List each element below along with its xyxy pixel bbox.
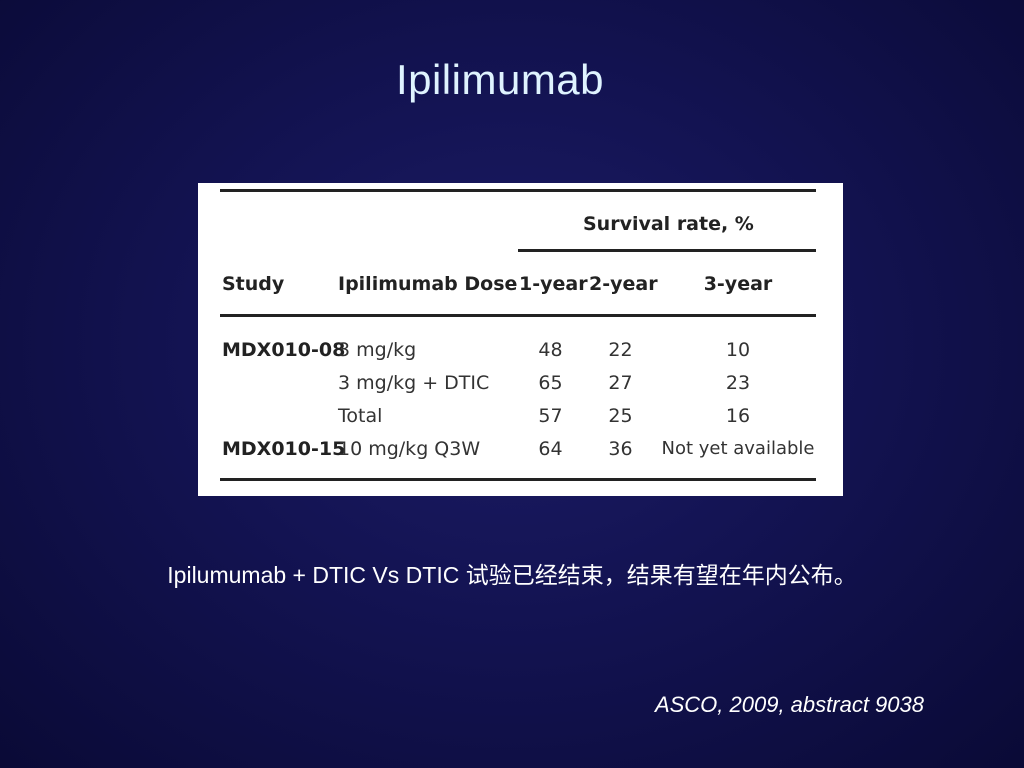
row-3-year: 16: [725, 405, 751, 427]
col-header-1-year: 1-year: [519, 273, 588, 295]
row-2-year: 25: [608, 405, 633, 427]
row-dose: Total: [338, 405, 383, 427]
table-bottom-rule: [220, 478, 816, 481]
table-header-rule: [220, 314, 816, 317]
slide-title: Ipilimumab: [395, 56, 605, 103]
row-1-year: 48: [538, 339, 563, 361]
survival-table: Survival rate, % Study Ipilimumab Dose 1…: [198, 183, 843, 496]
slide-caption: Ipilumumab + DTIC Vs DTIC 试验已经结束，结果有望在年内…: [167, 562, 857, 588]
row-2-year: 36: [608, 438, 633, 460]
col-header-dose: Ipilimumab Dose: [338, 273, 518, 295]
row-3-year: 10: [725, 339, 751, 361]
survival-rate-rule: [518, 249, 816, 252]
row-3-year: 23: [725, 372, 751, 394]
row-1-year: 64: [538, 438, 563, 460]
col-header-3-year: 3-year: [703, 273, 773, 295]
row-study: MDX010-08: [222, 339, 346, 361]
row-2-year: 27: [608, 372, 633, 394]
row-dose: 10 mg/kg Q3W: [338, 438, 481, 460]
row-dose: 3 mg/kg + DTIC: [338, 372, 490, 394]
citation-source: ASCO, 2009, abstract 9038: [654, 692, 924, 717]
row-dose: 3 mg/kg: [338, 339, 417, 361]
col-header-study: Study: [222, 273, 285, 295]
row-2-year: 22: [608, 339, 633, 361]
col-header-2-year: 2-year: [589, 273, 658, 295]
row-study: MDX010-15: [222, 438, 346, 460]
table-top-rule: [220, 189, 816, 192]
row-1-year: 57: [538, 405, 563, 427]
row-3-year: Not yet available: [661, 438, 815, 459]
row-1-year: 65: [538, 372, 563, 394]
survival-rate-header: Survival rate, %: [583, 213, 754, 235]
